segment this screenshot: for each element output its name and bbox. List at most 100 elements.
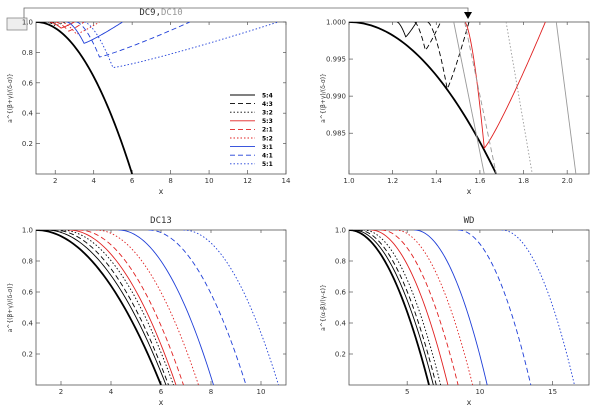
y-axis-label: a^{(β+γ)/(δ-σ)} xyxy=(7,282,14,332)
y-tick-label: 0.6 xyxy=(22,289,34,297)
series-line-5-4 xyxy=(396,22,418,38)
panel-dc9-dc10: 2 4 6 8 10 12 14 0.2 0.4 0.6 0.8 1.0 x a^{(β+γ)/(δ-σ)… xyxy=(7,8,291,196)
series-line-4-1 xyxy=(458,230,532,385)
series-group xyxy=(36,230,279,385)
series-line-5-3 xyxy=(464,22,546,150)
series-line-4-1 xyxy=(76,22,191,58)
panel-wd: 5 10 15 0.2 0.4 0.6 0.8 1.0 x a^{(α-β)/(γ-ε)} WD xyxy=(320,216,590,407)
series-line-2-1 xyxy=(78,230,184,385)
series-line-4-1 xyxy=(148,230,247,385)
series-line-2-1 xyxy=(380,230,459,385)
zoom-box xyxy=(6,17,28,31)
series-line-g4 xyxy=(555,22,577,174)
plot-frame xyxy=(35,21,287,175)
chart-title-part: DC13 xyxy=(150,216,172,226)
series-line-5-2 xyxy=(395,230,474,385)
plot-frame xyxy=(348,229,590,386)
chart-title-part: DC10 xyxy=(161,8,183,18)
y-tick-label: 0.2 xyxy=(22,140,33,148)
series-line-base xyxy=(349,22,498,174)
series-line-5-1 xyxy=(501,230,575,385)
legend-label: 5:2 xyxy=(262,135,273,142)
x-tick-label: 10 xyxy=(205,177,214,185)
x-tick-label: 5 xyxy=(405,388,409,396)
y-tick-label: 0.4 xyxy=(22,110,34,118)
legend-label: 4:3 xyxy=(262,101,273,108)
y-tick-label: 0.2 xyxy=(22,351,33,359)
series-group xyxy=(349,230,575,385)
chart-title-part: DC9, xyxy=(139,8,161,18)
y-tick-label: 0.8 xyxy=(22,258,33,266)
y-tick-label: 1.0 xyxy=(22,19,33,27)
y-axis-label: a^{(β+γ)/(δ-σ)} xyxy=(7,73,14,123)
y-tick-label: 0.4 xyxy=(335,320,347,328)
legend-label: 2:1 xyxy=(262,127,273,134)
x-tick-label: 1.0 xyxy=(343,177,354,185)
y-axis-label: a^{(β+γ)/(δ-σ)} xyxy=(320,73,327,123)
series-line-3-1 xyxy=(118,230,214,385)
y-tick-label: 0.995 xyxy=(326,56,346,64)
plot-frame xyxy=(35,229,287,386)
zoom-line xyxy=(23,7,469,18)
panel-zoom: 1.0 1.2 1.4 1.6 1.8 2.0 0.985 0.990 0.995 1.000 x a… xyxy=(320,19,590,196)
legend-label: 3:1 xyxy=(262,144,273,151)
y-tick-label: 0.2 xyxy=(335,351,346,359)
series-line-3-2 xyxy=(60,230,174,385)
x-axis-label: x xyxy=(467,398,472,407)
legend-label: 5:4 xyxy=(262,92,273,99)
x-tick-label: 2 xyxy=(59,388,63,396)
y-tick-label: 0.4 xyxy=(22,320,34,328)
series-line-4-3 xyxy=(414,22,442,52)
x-tick-label: 2.0 xyxy=(562,177,573,185)
series-line-3-2 xyxy=(363,230,442,385)
x-tick-label: 1.4 xyxy=(431,177,443,185)
y-tick-label: 1.0 xyxy=(22,227,33,235)
zoom-connector xyxy=(6,7,472,31)
series-line-3-2 xyxy=(427,22,470,90)
y-tick-label: 0.6 xyxy=(22,79,34,87)
series-group xyxy=(349,22,577,174)
series-line-5-1 xyxy=(183,230,279,385)
x-tick-label: 6 xyxy=(159,388,164,396)
y-tick-label: 1.000 xyxy=(326,19,346,27)
series-line-base xyxy=(36,230,162,385)
series-line-3-1 xyxy=(66,22,123,44)
series-line-5-2 xyxy=(95,230,199,385)
y-tick-label: 0.990 xyxy=(326,93,346,101)
x-tick-label: 4 xyxy=(91,177,96,185)
series-line-5-4 xyxy=(353,230,434,385)
series-line-base xyxy=(349,230,430,385)
series-line-5-3 xyxy=(49,22,75,29)
x-tick-label: 8 xyxy=(168,177,172,185)
y-tick-label: 0.6 xyxy=(335,289,347,297)
series-line-base xyxy=(36,22,134,174)
x-axis-label: x xyxy=(467,187,472,196)
y-axis-label: a^{(α-β)/(γ-ε)} xyxy=(320,284,327,331)
x-tick-label: 10 xyxy=(257,388,266,396)
series-line-2-1 xyxy=(55,22,85,32)
series-line-3-1 xyxy=(414,230,488,385)
x-tick-label: 1.8 xyxy=(518,177,529,185)
panel-dc13: 2 4 6 8 10 0.2 0.4 0.6 0.8 1.0 x a^{(β+γ)/(δ-σ)} DC1… xyxy=(7,216,287,407)
chart-title: DC9,DC10 xyxy=(139,8,182,18)
x-tick-label: 15 xyxy=(548,388,557,396)
chart-title-part: WD xyxy=(464,216,475,226)
x-tick-label: 6 xyxy=(130,177,135,185)
y-tick-label: 0.8 xyxy=(22,49,33,57)
zoom-arrow-icon xyxy=(464,12,472,19)
x-tick-label: 12 xyxy=(243,177,252,185)
x-tick-label: 14 xyxy=(282,177,291,185)
x-tick-label: 2 xyxy=(53,177,57,185)
series-line-g1 xyxy=(453,22,485,174)
y-tick-label: 0.8 xyxy=(335,258,346,266)
x-tick-label: 1.6 xyxy=(474,177,486,185)
series-line-5-1 xyxy=(84,22,279,69)
legend-label: 5:3 xyxy=(262,118,273,125)
x-tick-label: 4 xyxy=(109,388,114,396)
series-line-5-3 xyxy=(370,230,449,385)
series-line-g2 xyxy=(464,22,497,174)
series-line-4-3 xyxy=(53,230,169,385)
series-line-5-4 xyxy=(45,230,167,385)
x-axis-label: x xyxy=(159,398,164,407)
